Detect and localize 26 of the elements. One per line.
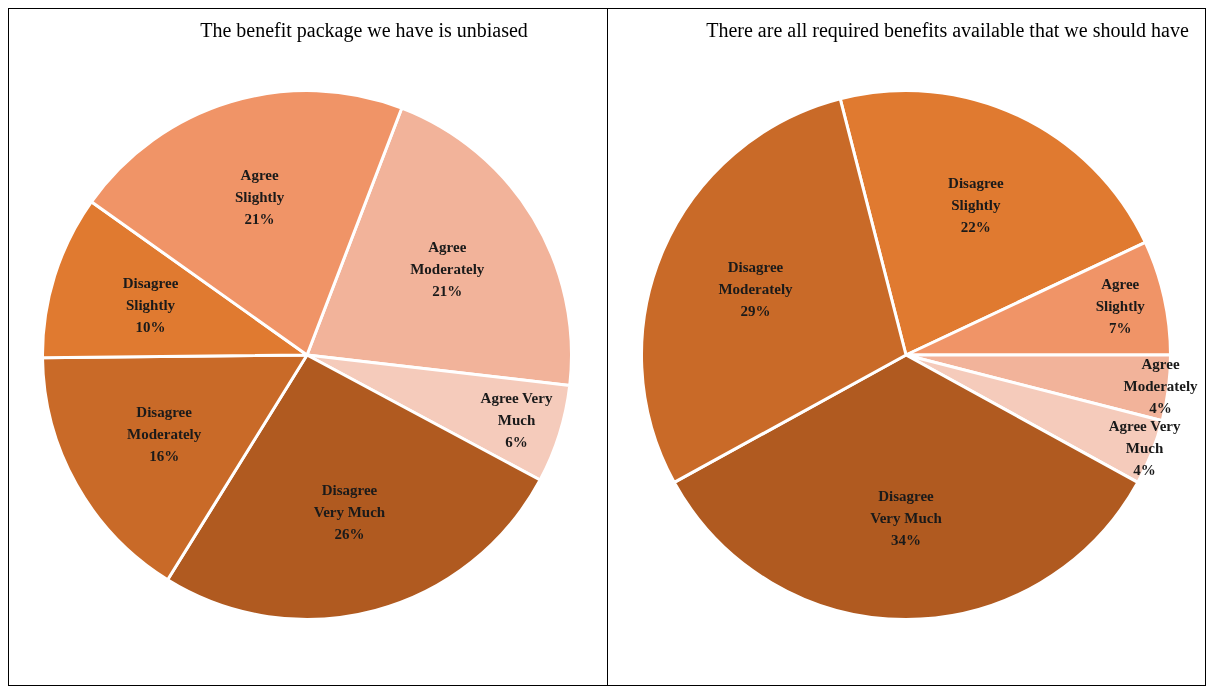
data-label: 29% [740, 302, 770, 319]
slice-label: Agree Moderately [410, 238, 485, 277]
data-label: 34% [890, 531, 921, 548]
data-label: 7% [1108, 319, 1131, 336]
slice-label: Disagree Very Much [313, 482, 386, 521]
slice-label: Agree Slightly [1095, 275, 1145, 314]
data-label: 21% [432, 282, 463, 299]
data-label: 4% [1148, 400, 1172, 417]
chart-title: The benefit package we have is unbiased [199, 18, 529, 43]
slice-label: Disagree Slightly [947, 175, 1004, 214]
data-label: 22% [960, 219, 991, 236]
data-label: 26% [334, 526, 365, 543]
slice-label: Disagree Moderately [127, 404, 202, 443]
slice-label: Agree Very Much [1108, 418, 1181, 457]
data-label: 21% [244, 210, 275, 227]
slice-label: Disagree Moderately [717, 258, 793, 297]
slice-label: Agree Slightly [235, 166, 285, 205]
slice-label: Disagree Slightly [122, 274, 179, 313]
data-label: 10% [135, 318, 166, 335]
data-label: 16% [149, 448, 180, 465]
data-label: 6% [505, 433, 528, 450]
slice-label: Agree Very Much [480, 389, 553, 428]
data-label: 4% [1132, 462, 1156, 479]
slice-label: Disagree Very Much [869, 487, 942, 526]
chart-title: There are all required benefits available that we should have [705, 18, 1190, 43]
slice-label: Agree Moderately [1122, 356, 1198, 395]
